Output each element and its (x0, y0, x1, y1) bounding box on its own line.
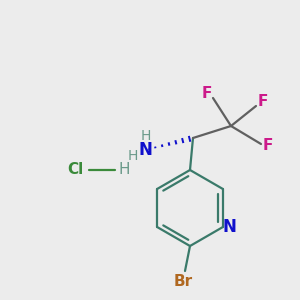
Text: N: N (138, 141, 152, 159)
Text: H: H (118, 163, 130, 178)
Text: Cl: Cl (67, 163, 83, 178)
Text: H: H (128, 149, 138, 163)
Text: N: N (223, 218, 237, 236)
Text: F: F (258, 94, 268, 110)
Text: H: H (141, 129, 151, 143)
Text: F: F (263, 139, 273, 154)
Text: Br: Br (173, 274, 193, 289)
Text: F: F (202, 86, 212, 101)
